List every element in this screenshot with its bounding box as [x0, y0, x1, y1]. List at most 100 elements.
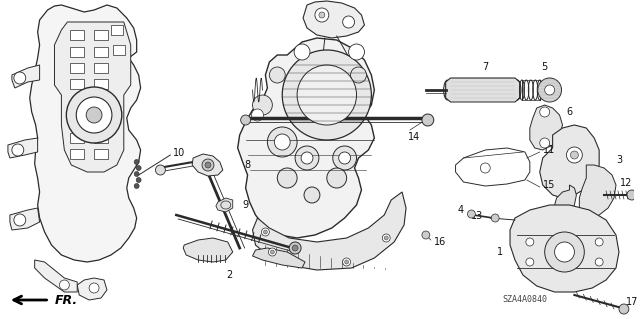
Circle shape	[277, 168, 297, 188]
Circle shape	[422, 114, 434, 126]
Circle shape	[327, 168, 347, 188]
Circle shape	[252, 109, 264, 121]
Circle shape	[136, 177, 141, 182]
Polygon shape	[8, 138, 38, 158]
Circle shape	[545, 232, 584, 272]
Circle shape	[14, 214, 26, 226]
Text: 3: 3	[616, 155, 622, 165]
Circle shape	[60, 280, 69, 290]
Bar	[94, 79, 108, 89]
Circle shape	[545, 85, 555, 95]
Circle shape	[136, 166, 141, 170]
Bar	[94, 133, 108, 143]
Polygon shape	[35, 260, 77, 292]
Circle shape	[384, 236, 388, 240]
Circle shape	[422, 231, 430, 239]
Text: 4: 4	[458, 205, 463, 215]
Bar	[70, 30, 84, 40]
Text: 12: 12	[620, 178, 632, 188]
Polygon shape	[237, 38, 374, 238]
Circle shape	[264, 230, 268, 234]
Circle shape	[295, 146, 319, 170]
Circle shape	[555, 242, 575, 262]
Circle shape	[270, 250, 275, 254]
Text: 11: 11	[543, 145, 555, 155]
Circle shape	[526, 258, 534, 266]
Bar	[70, 133, 84, 143]
Bar	[94, 149, 108, 159]
Circle shape	[570, 151, 579, 159]
Circle shape	[304, 187, 320, 203]
Text: 6: 6	[566, 107, 573, 117]
Circle shape	[14, 72, 26, 84]
Circle shape	[619, 304, 629, 314]
Polygon shape	[555, 185, 577, 215]
Text: FR.: FR.	[54, 293, 77, 307]
Circle shape	[134, 183, 139, 189]
Circle shape	[342, 16, 355, 28]
Bar	[113, 45, 125, 55]
Circle shape	[134, 172, 139, 176]
Circle shape	[538, 78, 561, 102]
Circle shape	[566, 147, 582, 163]
Text: 5: 5	[541, 62, 548, 72]
Text: 2: 2	[227, 270, 233, 280]
Text: SZA4A0840: SZA4A0840	[502, 295, 547, 305]
Circle shape	[339, 152, 351, 164]
Circle shape	[467, 210, 476, 218]
Circle shape	[76, 97, 112, 133]
Circle shape	[342, 258, 351, 266]
Circle shape	[269, 67, 285, 83]
Bar	[70, 47, 84, 57]
Polygon shape	[183, 238, 233, 262]
Bar	[70, 79, 84, 89]
Text: 9: 9	[243, 200, 249, 210]
Circle shape	[492, 214, 499, 222]
Circle shape	[294, 44, 310, 60]
Text: 8: 8	[244, 160, 251, 170]
Circle shape	[540, 107, 550, 117]
Circle shape	[315, 8, 329, 22]
Polygon shape	[445, 78, 520, 102]
Circle shape	[540, 138, 550, 148]
Bar	[70, 149, 84, 159]
Circle shape	[382, 234, 390, 242]
Bar	[70, 63, 84, 73]
Text: 15: 15	[543, 180, 555, 190]
Circle shape	[86, 107, 102, 123]
Circle shape	[289, 242, 301, 254]
Circle shape	[268, 248, 276, 256]
Circle shape	[345, 260, 349, 264]
Polygon shape	[54, 22, 131, 172]
Polygon shape	[253, 248, 305, 268]
Circle shape	[275, 134, 290, 150]
Circle shape	[67, 87, 122, 143]
Polygon shape	[253, 192, 406, 270]
Polygon shape	[579, 165, 616, 218]
Circle shape	[268, 127, 297, 157]
Circle shape	[627, 190, 637, 200]
Circle shape	[205, 162, 211, 168]
Bar	[94, 30, 108, 40]
Circle shape	[481, 163, 490, 173]
Polygon shape	[12, 65, 40, 88]
Circle shape	[202, 159, 214, 171]
Circle shape	[349, 44, 364, 60]
Bar	[94, 47, 108, 57]
Circle shape	[301, 152, 313, 164]
Circle shape	[333, 146, 356, 170]
Polygon shape	[216, 198, 233, 212]
Circle shape	[282, 50, 371, 140]
Bar	[111, 25, 123, 35]
Circle shape	[595, 258, 603, 266]
Text: 17: 17	[626, 297, 638, 307]
Polygon shape	[192, 154, 223, 176]
Circle shape	[253, 95, 273, 115]
Polygon shape	[530, 105, 563, 150]
Polygon shape	[77, 278, 107, 300]
Circle shape	[292, 245, 298, 251]
Circle shape	[297, 65, 356, 125]
Text: 13: 13	[471, 211, 483, 221]
Polygon shape	[29, 5, 141, 262]
Polygon shape	[303, 1, 364, 38]
